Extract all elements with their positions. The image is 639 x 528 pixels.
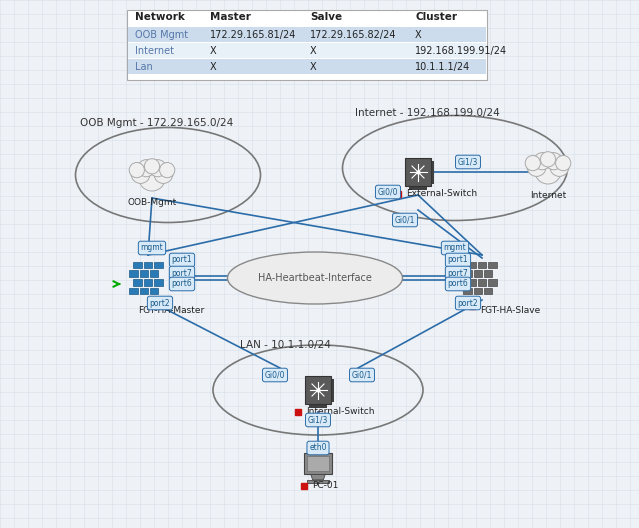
Text: 172.29.165.82/24: 172.29.165.82/24 xyxy=(310,30,397,40)
FancyBboxPatch shape xyxy=(473,270,482,277)
Text: port7: port7 xyxy=(448,269,468,278)
FancyBboxPatch shape xyxy=(478,279,486,286)
Text: Internal-Switch: Internal-Switch xyxy=(306,408,374,417)
Text: HA-Heartbeat-Interface: HA-Heartbeat-Interface xyxy=(258,273,372,283)
Text: Gi0/0: Gi0/0 xyxy=(378,187,398,196)
Text: Gi0/1: Gi0/1 xyxy=(395,215,415,224)
FancyBboxPatch shape xyxy=(484,270,493,277)
Text: mgmt: mgmt xyxy=(443,243,466,252)
FancyBboxPatch shape xyxy=(488,279,497,286)
Text: FGT-HA-Slave: FGT-HA-Slave xyxy=(480,306,540,315)
FancyBboxPatch shape xyxy=(134,279,142,286)
Text: Master: Master xyxy=(210,12,251,22)
Text: External-Switch: External-Switch xyxy=(406,190,477,199)
Text: 10.1.1.1/24: 10.1.1.1/24 xyxy=(415,62,470,72)
Text: Internet - 192.168.199.0/24: Internet - 192.168.199.0/24 xyxy=(355,108,500,118)
Circle shape xyxy=(138,159,155,177)
Text: X: X xyxy=(310,62,317,72)
FancyBboxPatch shape xyxy=(463,270,472,277)
Text: Salve: Salve xyxy=(310,12,342,22)
Circle shape xyxy=(534,153,551,169)
FancyBboxPatch shape xyxy=(139,270,148,277)
Text: X: X xyxy=(310,46,317,56)
Circle shape xyxy=(535,157,561,184)
FancyBboxPatch shape xyxy=(304,453,332,474)
FancyBboxPatch shape xyxy=(331,379,334,402)
FancyBboxPatch shape xyxy=(154,279,163,286)
FancyBboxPatch shape xyxy=(484,288,493,295)
FancyBboxPatch shape xyxy=(305,376,331,403)
FancyBboxPatch shape xyxy=(128,59,486,74)
Text: OOB Mgmt: OOB Mgmt xyxy=(135,30,188,40)
Text: Internet: Internet xyxy=(530,191,566,200)
Text: port6: port6 xyxy=(448,279,468,288)
FancyBboxPatch shape xyxy=(467,279,476,286)
FancyBboxPatch shape xyxy=(309,403,327,408)
Text: port7: port7 xyxy=(172,269,192,278)
Text: X: X xyxy=(210,46,217,56)
FancyBboxPatch shape xyxy=(467,261,476,268)
Circle shape xyxy=(129,163,144,178)
Text: 192.168.199.91/24: 192.168.199.91/24 xyxy=(415,46,507,56)
FancyBboxPatch shape xyxy=(431,161,434,184)
Text: Gi0/0: Gi0/0 xyxy=(265,371,285,380)
FancyBboxPatch shape xyxy=(307,480,329,484)
FancyBboxPatch shape xyxy=(150,288,158,295)
Circle shape xyxy=(144,159,160,174)
Ellipse shape xyxy=(227,252,403,304)
Text: OOB-Mgmt: OOB-Mgmt xyxy=(127,198,176,207)
FancyBboxPatch shape xyxy=(150,270,158,277)
Circle shape xyxy=(527,157,546,176)
Text: FGT-HA-Master: FGT-HA-Master xyxy=(138,306,204,315)
Text: LAN - 10.1.1.0/24: LAN - 10.1.1.0/24 xyxy=(240,340,331,350)
Text: 172.29.165.81/24: 172.29.165.81/24 xyxy=(210,30,296,40)
Circle shape xyxy=(149,159,166,177)
Polygon shape xyxy=(311,474,325,480)
Circle shape xyxy=(525,156,541,171)
Text: Network: Network xyxy=(135,12,185,22)
Circle shape xyxy=(160,163,175,178)
FancyBboxPatch shape xyxy=(409,186,426,190)
Text: port1: port1 xyxy=(172,256,192,265)
Text: port2: port2 xyxy=(150,298,171,307)
FancyBboxPatch shape xyxy=(129,270,137,277)
Circle shape xyxy=(550,157,569,176)
Text: OOB Mgmt - 172.29.165.0/24: OOB Mgmt - 172.29.165.0/24 xyxy=(80,118,233,128)
FancyBboxPatch shape xyxy=(154,261,163,268)
Text: Gi1/3: Gi1/3 xyxy=(308,416,328,425)
FancyBboxPatch shape xyxy=(134,261,142,268)
FancyBboxPatch shape xyxy=(144,261,152,268)
Circle shape xyxy=(541,152,555,167)
Text: eth0: eth0 xyxy=(309,444,327,452)
FancyBboxPatch shape xyxy=(473,288,482,295)
Text: X: X xyxy=(210,62,217,72)
Text: X: X xyxy=(415,30,422,40)
Circle shape xyxy=(545,153,562,169)
FancyBboxPatch shape xyxy=(128,43,486,58)
FancyBboxPatch shape xyxy=(488,261,497,268)
Text: Gi1/3: Gi1/3 xyxy=(458,157,478,166)
FancyBboxPatch shape xyxy=(307,456,329,471)
FancyBboxPatch shape xyxy=(139,288,148,295)
Text: mgmt: mgmt xyxy=(141,243,164,252)
Text: Gi0/1: Gi0/1 xyxy=(352,371,372,380)
Circle shape xyxy=(154,164,173,183)
Text: Cluster: Cluster xyxy=(415,12,457,22)
Circle shape xyxy=(131,164,150,183)
FancyBboxPatch shape xyxy=(129,288,137,295)
Text: Lan: Lan xyxy=(135,62,153,72)
FancyBboxPatch shape xyxy=(405,158,431,186)
Text: port6: port6 xyxy=(172,279,192,288)
FancyBboxPatch shape xyxy=(463,288,472,295)
Circle shape xyxy=(555,156,571,171)
FancyBboxPatch shape xyxy=(478,261,486,268)
FancyBboxPatch shape xyxy=(128,27,486,42)
Text: Internet: Internet xyxy=(135,46,174,56)
Text: port1: port1 xyxy=(448,256,468,265)
FancyBboxPatch shape xyxy=(127,10,487,80)
Text: port2: port2 xyxy=(458,298,479,307)
Circle shape xyxy=(139,164,166,191)
FancyBboxPatch shape xyxy=(144,279,152,286)
Text: PC-01: PC-01 xyxy=(312,482,339,491)
